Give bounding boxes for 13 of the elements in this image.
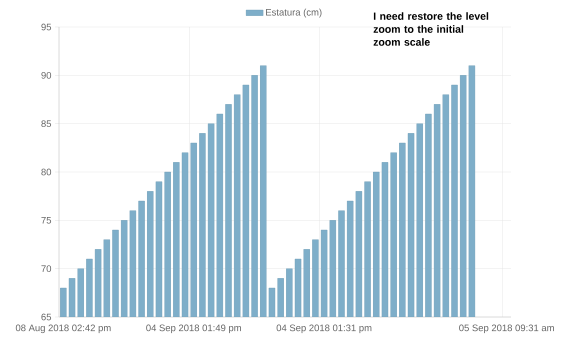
x-tick-label: 04 Sep 2018 01:31 pm <box>276 324 372 334</box>
y-tick-label: 85 <box>41 120 52 128</box>
y-tick-label: 90 <box>41 72 52 79</box>
legend-label: Estatura (cm) <box>266 8 322 18</box>
x-tick-label: 04 Sep 2018 01:49 pm <box>146 324 241 334</box>
y-tick-label: 75 <box>41 217 52 224</box>
y-tick-label: 65 <box>41 314 52 320</box>
y-tick-label: 80 <box>41 168 52 176</box>
y-tick-label: 70 <box>41 265 52 272</box>
x-tick-label: 08 Aug 2018 02:42 pm <box>16 324 111 334</box>
annotation: I need restore the level zoom to the initial zoom scale <box>374 12 488 46</box>
x-tick-label: 05 Sep 2018 09:31 am <box>459 324 554 334</box>
y-tick-label: 95 <box>41 24 52 30</box>
